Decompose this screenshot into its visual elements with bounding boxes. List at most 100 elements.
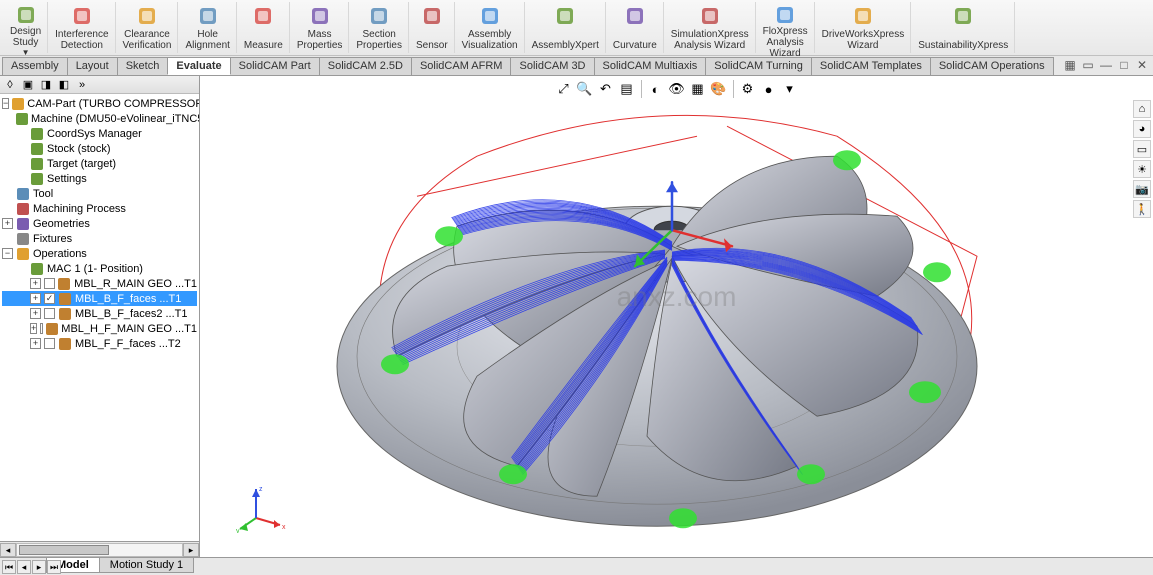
tab-solidcam-part[interactable]: SolidCAM Part: [230, 57, 320, 75]
tree-chevron-icon[interactable]: »: [74, 77, 90, 93]
tree-node[interactable]: Machining Process: [2, 201, 197, 216]
tab-solidcam-afrm[interactable]: SolidCAM AFRM: [411, 57, 512, 75]
tree-node[interactable]: CoordSys Manager: [2, 126, 197, 141]
tree-toggle-icon[interactable]: +: [30, 293, 41, 304]
last-tab-button[interactable]: ⏭: [47, 560, 61, 574]
ribbon-icon: [367, 4, 391, 28]
tree-node[interactable]: Tool: [2, 186, 197, 201]
ribbon-mass-properties-button[interactable]: Mass Properties: [291, 2, 350, 53]
ribbon-driveworksxpress-wizard-button[interactable]: DriveWorksXpress Wizard: [816, 2, 912, 53]
tree-node[interactable]: −CAM-Part (TURBO COMPRESSOR WHEEL): [2, 96, 197, 111]
tab-sketch[interactable]: Sketch: [117, 57, 169, 75]
3d-viewport[interactable]: ⤢🔍↶▤◐👁▦🎨⚙●▾ ⌂◕▭☀📷🚶: [200, 76, 1153, 557]
scroll-track[interactable]: [16, 543, 183, 557]
cascade-icon[interactable]: ▭: [1081, 58, 1095, 72]
tree-item-icon: [46, 323, 58, 335]
bottom-tab-motion-study-1[interactable]: Motion Study 1: [99, 558, 194, 573]
tree-node[interactable]: Stock (stock): [2, 141, 197, 156]
tree-toggle-icon[interactable]: −: [2, 248, 13, 259]
camera-icon[interactable]: 📷: [1133, 180, 1151, 198]
tab-solidcam-2-5d[interactable]: SolidCAM 2.5D: [319, 57, 412, 75]
ribbon-label: Sensor: [416, 40, 448, 51]
tree-node[interactable]: +MBL_H_F_MAIN GEO ...T1: [2, 321, 197, 336]
tree-tab-feature-icon[interactable]: ◊: [2, 77, 18, 93]
tree-node[interactable]: MAC 1 (1- Position): [2, 261, 197, 276]
tab-assembly[interactable]: Assembly: [2, 57, 68, 75]
tree-node[interactable]: Target (target): [2, 156, 197, 171]
tree-tab-config-icon[interactable]: ◨: [38, 77, 54, 93]
tree-checkbox[interactable]: [40, 323, 43, 334]
orientation-triad[interactable]: x y z: [236, 483, 286, 533]
tree-tab-dim-icon[interactable]: ◧: [56, 77, 72, 93]
first-tab-button[interactable]: ⏮: [2, 560, 16, 574]
ribbon-interference-detection-button[interactable]: Interference Detection: [49, 2, 115, 53]
ribbon-label: DriveWorksXpress Wizard: [822, 29, 905, 51]
scroll-right-button[interactable]: ▸: [183, 543, 199, 557]
maximize-icon[interactable]: □: [1117, 58, 1131, 72]
tree-toggle-icon[interactable]: +: [30, 278, 41, 289]
light-icon[interactable]: ☀: [1133, 160, 1151, 178]
tree-node[interactable]: +MBL_B_F_faces2 ...T1: [2, 306, 197, 321]
tree-node[interactable]: +✓MBL_B_F_faces ...T1: [2, 291, 197, 306]
ribbon-clearance-verification-button[interactable]: Clearance Verification: [117, 2, 179, 53]
tree-checkbox[interactable]: [44, 308, 55, 319]
walk-icon[interactable]: 🚶: [1133, 200, 1151, 218]
ribbon-simulationxpress-analysis-wizard-button[interactable]: SimulationXpress Analysis Wizard: [665, 2, 756, 53]
close-icon[interactable]: ✕: [1135, 58, 1149, 72]
tree-checkbox[interactable]: [44, 278, 55, 289]
tree-node[interactable]: −Operations: [2, 246, 197, 261]
tree-item-icon: [58, 308, 72, 320]
decal-icon[interactable]: ▭: [1133, 140, 1151, 158]
tab-layout[interactable]: Layout: [67, 57, 118, 75]
tree-item-icon: [16, 233, 30, 245]
ribbon-curvature-button[interactable]: Curvature: [607, 2, 664, 53]
tree-checkbox[interactable]: ✓: [44, 293, 55, 304]
tree-node[interactable]: Machine (DMU50-eVolinear_iTNC530_5X-Si: [2, 111, 197, 126]
tab-solidcam-3d[interactable]: SolidCAM 3D: [510, 57, 594, 75]
ribbon-design-study-button[interactable]: Design Study▼: [4, 2, 48, 53]
tab-solidcam-operations[interactable]: SolidCAM Operations: [930, 57, 1054, 75]
tree-label: CoordSys Manager: [47, 128, 142, 140]
tab-solidcam-templates[interactable]: SolidCAM Templates: [811, 57, 931, 75]
tree-toggle-icon[interactable]: −: [2, 98, 9, 109]
tab-solidcam-turning[interactable]: SolidCAM Turning: [705, 57, 812, 75]
next-tab-button[interactable]: ▸: [32, 560, 46, 574]
ribbon-icon: [698, 4, 722, 28]
tree-node[interactable]: +MBL_F_F_faces ...T2: [2, 336, 197, 351]
tree-checkbox[interactable]: [44, 338, 55, 349]
ribbon-sustainabilityxpress-button[interactable]: SustainabilityXpress: [912, 2, 1015, 53]
ribbon-section-properties-button[interactable]: Section Properties: [350, 2, 409, 53]
tree-node[interactable]: Fixtures: [2, 231, 197, 246]
tree-toggle-icon[interactable]: +: [30, 338, 41, 349]
home-icon[interactable]: ⌂: [1133, 100, 1151, 118]
tree-toggle-icon[interactable]: +: [30, 308, 41, 319]
bottom-tabs-row: ⏮ ◂ ▸ ⏭ ModelMotion Study 1: [0, 557, 1153, 575]
ribbon-assemblyxpert-button[interactable]: AssemblyXpert: [526, 2, 606, 53]
tree-horizontal-scrollbar[interactable]: ◂ ▸: [0, 541, 199, 557]
tree-tab-property-icon[interactable]: ▣: [20, 77, 36, 93]
tree-label: Fixtures: [33, 233, 72, 245]
tree-node[interactable]: Settings: [2, 171, 197, 186]
prev-tab-button[interactable]: ◂: [17, 560, 31, 574]
ribbon-assembly-visualization-button[interactable]: Assembly Visualization: [456, 2, 525, 53]
tree-node[interactable]: +MBL_R_MAIN GEO ...T1: [2, 276, 197, 291]
tree-toggle-icon[interactable]: +: [2, 218, 13, 229]
tree-label: Geometries: [33, 218, 90, 230]
ribbon-hole-alignment-button[interactable]: Hole Alignment: [179, 2, 236, 53]
tile-icon[interactable]: ▦: [1063, 58, 1077, 72]
tree-node[interactable]: + Geometries: [2, 216, 197, 231]
ribbon-floxpress-analysis-wizard-button[interactable]: FloXpress Analysis Wizard: [757, 2, 815, 53]
feature-tree[interactable]: −CAM-Part (TURBO COMPRESSOR WHEEL)Machin…: [0, 94, 199, 541]
ribbon-label: Interference Detection: [55, 29, 108, 51]
ribbon-toolbar: Design Study▼ Interference Detection Clear…: [0, 0, 1153, 56]
tab-evaluate[interactable]: Evaluate: [167, 57, 230, 75]
minimize-icon[interactable]: —: [1099, 58, 1113, 72]
scroll-left-button[interactable]: ◂: [0, 543, 16, 557]
ribbon-measure-button[interactable]: Measure: [238, 2, 290, 53]
appearance-icon[interactable]: ◕: [1133, 120, 1151, 138]
tree-item-icon: [16, 218, 30, 230]
ribbon-sensor-button[interactable]: Sensor: [410, 2, 455, 53]
scroll-thumb[interactable]: [19, 545, 109, 555]
tree-toggle-icon[interactable]: +: [30, 323, 37, 334]
tab-solidcam-multiaxis[interactable]: SolidCAM Multiaxis: [594, 57, 707, 75]
